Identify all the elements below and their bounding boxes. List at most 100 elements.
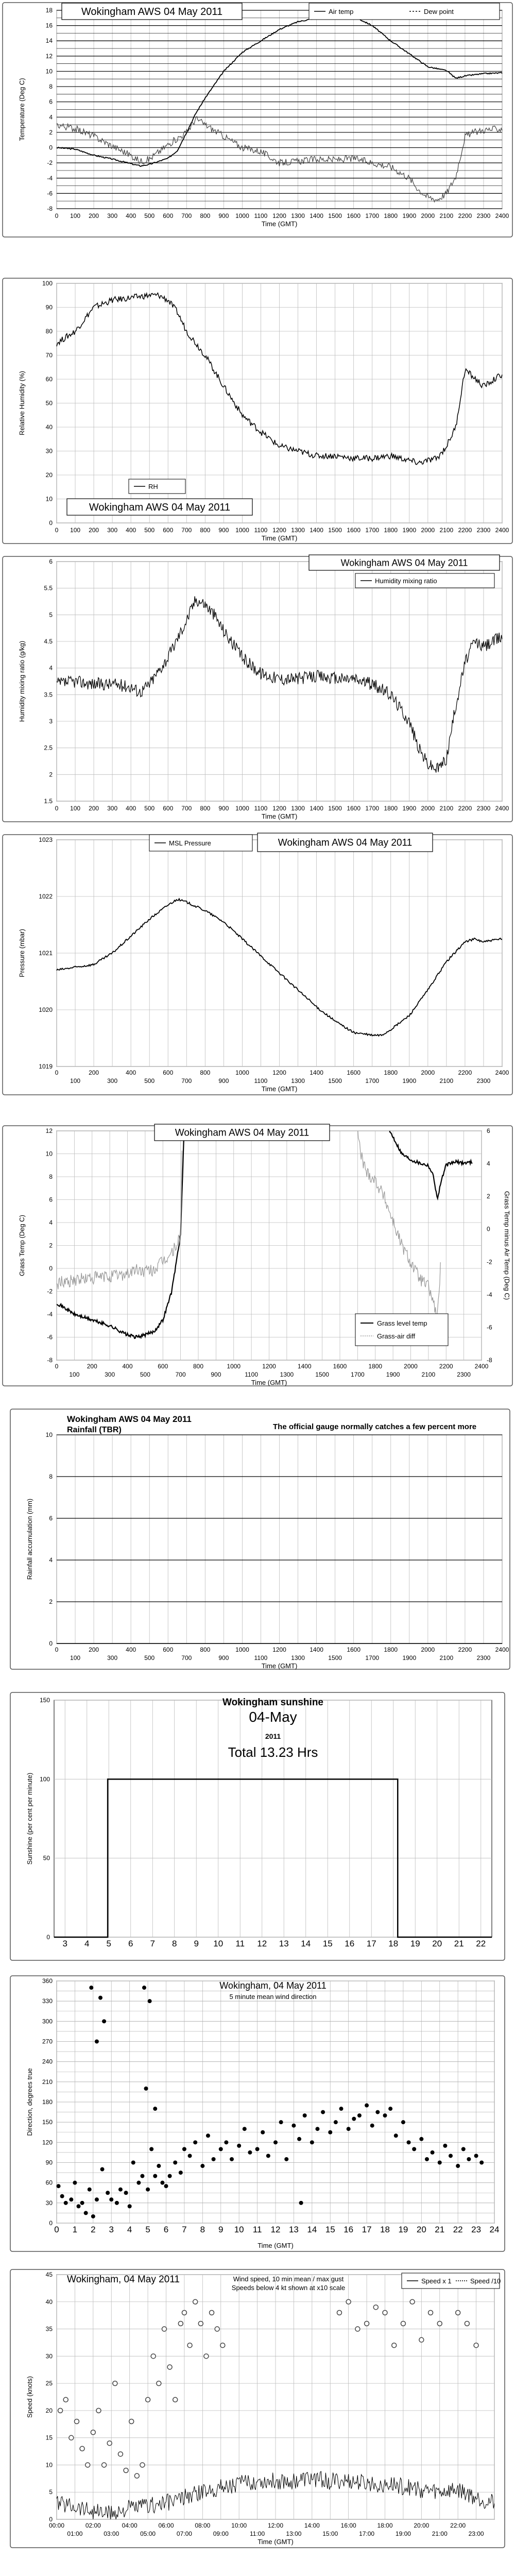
- title-box: [308, 554, 500, 571]
- y-tick-label: 100: [42, 280, 53, 287]
- x-tick-label: 11: [235, 1939, 245, 1948]
- y2-axis-label: Grass Temp minus Air Temp (Deg C): [503, 1191, 511, 1300]
- x-tick-label: 18: [380, 2225, 390, 2234]
- legend-box: [355, 573, 495, 588]
- x-tick-label: 700: [181, 212, 192, 219]
- x-tick-label: 20: [417, 2225, 426, 2234]
- x-tick-label: 1700: [365, 1077, 379, 1084]
- x-tick-label: 2400: [495, 1646, 509, 1653]
- direction-point: [339, 2107, 344, 2111]
- x-tick-label: 400: [126, 212, 136, 219]
- title-box: [61, 3, 243, 20]
- y-tick-label: 1022: [39, 893, 53, 900]
- chart-year: 2011: [265, 1732, 281, 1740]
- x-tick-label: 1200: [272, 1069, 286, 1076]
- speed-div10-point: [198, 2320, 204, 2327]
- direction-point: [443, 2143, 448, 2148]
- x-tick-label: 2300: [477, 212, 491, 219]
- speed-div10-point: [172, 2397, 178, 2403]
- x-tick-label: 800: [200, 1646, 210, 1653]
- x-tick-label: 700: [181, 1077, 192, 1084]
- y-tick-label: 50: [46, 400, 53, 407]
- y-tick-label: 150: [40, 1697, 50, 1704]
- x-tick-label: 200: [89, 527, 99, 534]
- direction-point: [230, 2157, 234, 2161]
- x-tick-label: 400: [126, 805, 136, 812]
- x-tick-label: 19:00: [396, 2530, 411, 2537]
- y-axis-label: Temperature (Deg C): [18, 78, 26, 141]
- chart-title: Wokingham AWS 04 May 2011: [278, 838, 413, 849]
- gridlines: [56, 1434, 503, 1644]
- legend-label-0: MSL Pressure: [169, 839, 211, 847]
- speed-div10-point: [355, 2326, 360, 2332]
- speed-div10-point: [134, 2473, 140, 2479]
- gridlines: [56, 561, 503, 802]
- direction-point: [83, 2211, 88, 2215]
- chart-subtitle-2: Speeds below 4 kt shown at x10 scale: [232, 2284, 345, 2292]
- direction-point: [406, 2140, 411, 2145]
- x-tick-label: 8: [172, 1939, 177, 1948]
- x-tick-label: 1200: [262, 1363, 276, 1370]
- legend-box: [149, 834, 253, 852]
- x-tick-label: 2000: [421, 1069, 435, 1076]
- y-tick-label: 4: [49, 113, 53, 121]
- direction-point: [153, 2107, 158, 2111]
- legend-label-0: RH: [148, 483, 158, 490]
- direction-point: [449, 2154, 453, 2158]
- x-tick-label: 800: [200, 527, 210, 534]
- x-tick-label: 16: [344, 2225, 353, 2234]
- tick-labels: 00:00 02:00 04:00 06:00 08:00 10:00 12:00 14:00…: [46, 2271, 484, 2537]
- direction-point: [328, 2130, 333, 2134]
- x-tick-label: 300: [107, 527, 117, 534]
- x-tick-label: 2400: [475, 1363, 489, 1370]
- x-tick-label: 600: [163, 1069, 173, 1076]
- x-tick-label: 1100: [254, 527, 268, 534]
- x-tick-label: 2300: [477, 805, 491, 812]
- speed-div10-point: [140, 2462, 145, 2468]
- x-tick-label: 1400: [310, 212, 323, 219]
- speed-div10-point: [346, 2299, 351, 2305]
- gridlines: [56, 2274, 495, 2520]
- speed-div10-point: [427, 2310, 434, 2316]
- legend-label-0: Speed x 1: [421, 2277, 452, 2285]
- x-tick-label: 21:00: [432, 2530, 448, 2537]
- tick-labels: 0 200 400 600 800 1000 1200 1400 1600 1800 2000 220…: [46, 1431, 509, 1662]
- x-tick-label: 1500: [328, 527, 342, 534]
- x-tick-label: 2000: [421, 805, 435, 812]
- direction-point: [419, 2137, 424, 2141]
- x-tick-label: 10:00: [231, 2522, 247, 2529]
- x-tick-label: 300: [107, 1077, 117, 1084]
- x-tick-label: 17: [362, 2225, 372, 2234]
- direction-point: [149, 2147, 154, 2151]
- x-tick-label: 500: [144, 212, 154, 219]
- direction-point: [456, 2164, 460, 2168]
- x-tick-label: 2200: [458, 1646, 472, 1653]
- direction-point: [102, 2019, 107, 2024]
- x-tick-label: 1900: [402, 527, 416, 534]
- direction-point: [237, 2143, 242, 2148]
- speed-div10-point: [101, 2462, 107, 2468]
- x-tick-label: 12: [271, 2225, 281, 2234]
- tick-labels: 0 200 400 600 800 1000 1200 1400 1600 1800 2000 220…: [39, 836, 509, 1084]
- y-tick-label: 0: [49, 519, 53, 527]
- x-tick-label: 2100: [440, 1654, 454, 1662]
- mixing-ratio-line: [56, 596, 503, 773]
- direction-point: [273, 2140, 278, 2145]
- direction-point: [370, 2123, 374, 2128]
- x-tick-label: 0: [55, 805, 59, 812]
- x-tick-label: 300: [107, 212, 117, 219]
- x-tick-label: 4: [84, 1939, 89, 1948]
- x-tick-label: 19: [410, 1939, 420, 1948]
- x-axis-label: Time (GMT): [258, 2242, 294, 2249]
- x-tick-label: 2100: [422, 1371, 436, 1378]
- direction-point: [94, 2197, 99, 2202]
- x-axis-label: Time (GMT): [262, 220, 298, 228]
- direction-point: [315, 2127, 320, 2131]
- chart-svg: 0 100 200 300 400 500 600 700 800 900 1000 1100 1200…: [2, 278, 513, 544]
- chart-title: Wokingham sunshine: [222, 1697, 323, 1708]
- y-tick-label: 0: [46, 1934, 50, 1941]
- direction-point: [91, 2214, 95, 2218]
- direction-point: [114, 2200, 119, 2205]
- x-tick-label: 1700: [365, 212, 379, 219]
- y-tick-label: 4: [49, 665, 53, 672]
